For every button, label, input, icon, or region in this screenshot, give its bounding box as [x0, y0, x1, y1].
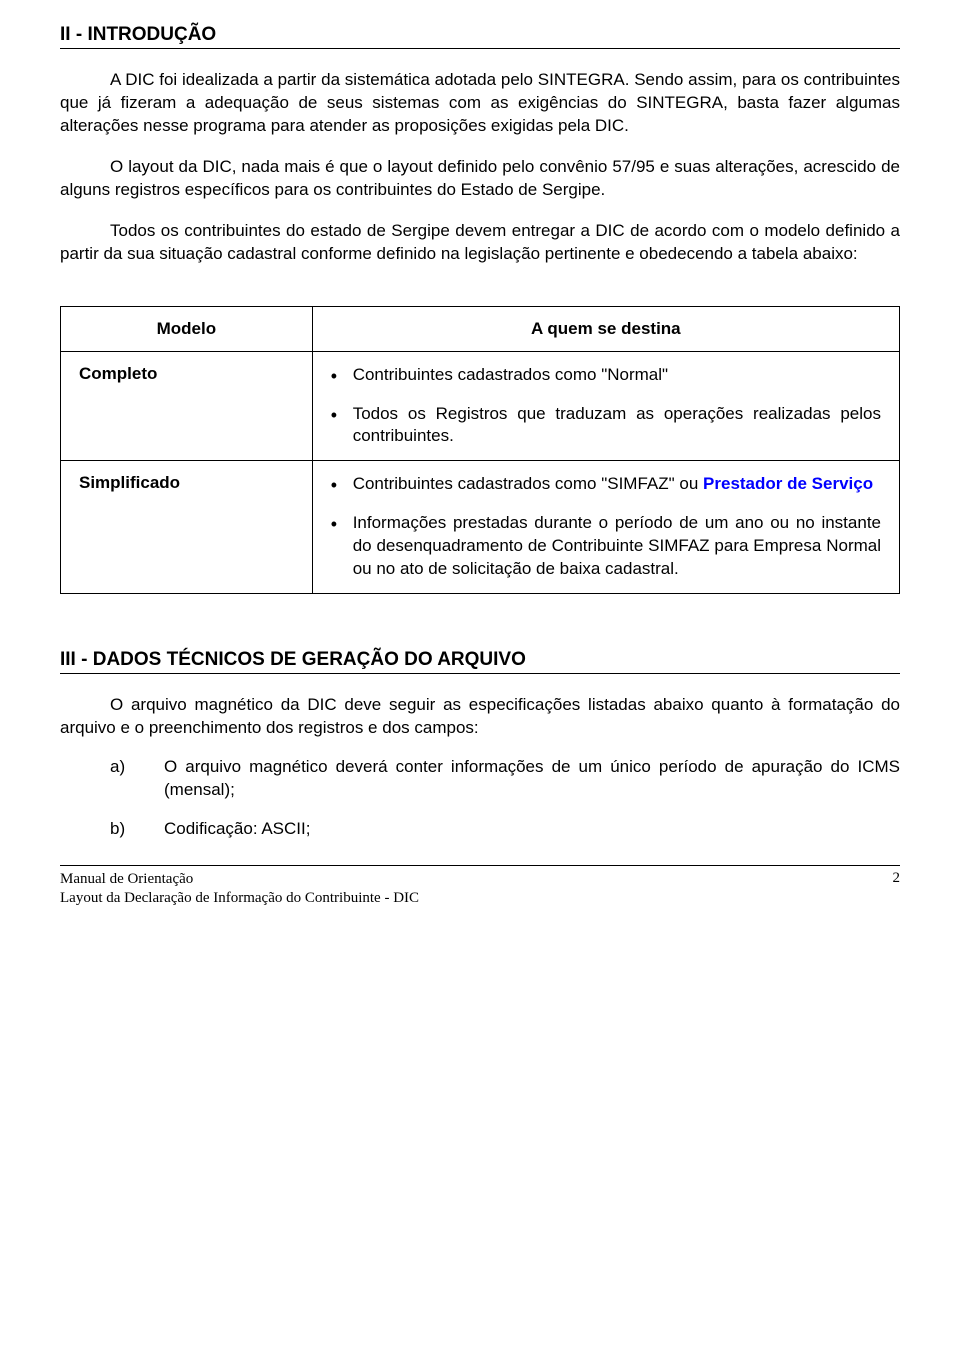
section2-paragraph-1: A DIC foi idealizada a partir da sistemá…	[60, 69, 900, 138]
table-header-model: Modelo	[61, 306, 313, 351]
ordered-item-text: O arquivo magnético deverá conter inform…	[164, 756, 900, 802]
simfaz-text: Contribuintes cadastrados como "SIMFAZ" …	[353, 474, 703, 493]
section2-paragraph-3: Todos os contribuintes do estado de Serg…	[60, 220, 900, 266]
table-cell-model-simplificado: Simplificado	[61, 461, 313, 594]
table-cell-dest-simplificado: Contribuintes cadastrados como "SIMFAZ" …	[312, 461, 899, 594]
section3-paragraph-1: O arquivo magnético da DIC deve seguir a…	[60, 694, 900, 740]
list-item: Contribuintes cadastrados como "SIMFAZ" …	[353, 473, 881, 496]
footer-line2: Layout da Declaração de Informação do Co…	[60, 889, 419, 909]
section2-paragraph-2: O layout da DIC, nada mais é que o layou…	[60, 156, 900, 202]
list-item: Informações prestadas durante o período …	[353, 512, 881, 581]
model-table: Modelo A quem se destina Completo Contri…	[60, 306, 900, 595]
footer-page-number: 2	[893, 870, 901, 887]
table-row: Simplificado Contribuintes cadastrados c…	[61, 461, 900, 594]
list-item: Contribuintes cadastrados como "Normal"	[353, 364, 881, 387]
section2-title: II - INTRODUÇÃO	[60, 24, 900, 46]
page-footer: Manual de Orientação Layout da Declaraçã…	[60, 866, 900, 909]
ordered-item-text: Codificação: ASCII;	[164, 818, 900, 841]
table-row: Completo Contribuintes cadastrados como …	[61, 351, 900, 461]
table-cell-dest-completo: Contribuintes cadastrados como "Normal" …	[312, 351, 899, 461]
footer-line1: Manual de Orientação	[60, 870, 419, 890]
list-item: Todos os Registros que traduzam as opera…	[353, 403, 881, 449]
ordered-item-marker: a)	[110, 756, 164, 802]
section3-divider	[60, 673, 900, 674]
ordered-item-marker: b)	[110, 818, 164, 841]
prestador-highlight: Prestador de Serviço	[703, 474, 873, 493]
table-header-row: Modelo A quem se destina	[61, 306, 900, 351]
ordered-item-a: a) O arquivo magnético deverá conter inf…	[60, 756, 900, 802]
section2-divider	[60, 48, 900, 49]
table-cell-model-completo: Completo	[61, 351, 313, 461]
table-header-dest: A quem se destina	[312, 306, 899, 351]
footer-left: Manual de Orientação Layout da Declaraçã…	[60, 870, 419, 909]
section3-title: III - DADOS TÉCNICOS DE GERAÇÃO DO ARQUI…	[60, 649, 900, 671]
ordered-item-b: b) Codificação: ASCII;	[60, 818, 900, 841]
